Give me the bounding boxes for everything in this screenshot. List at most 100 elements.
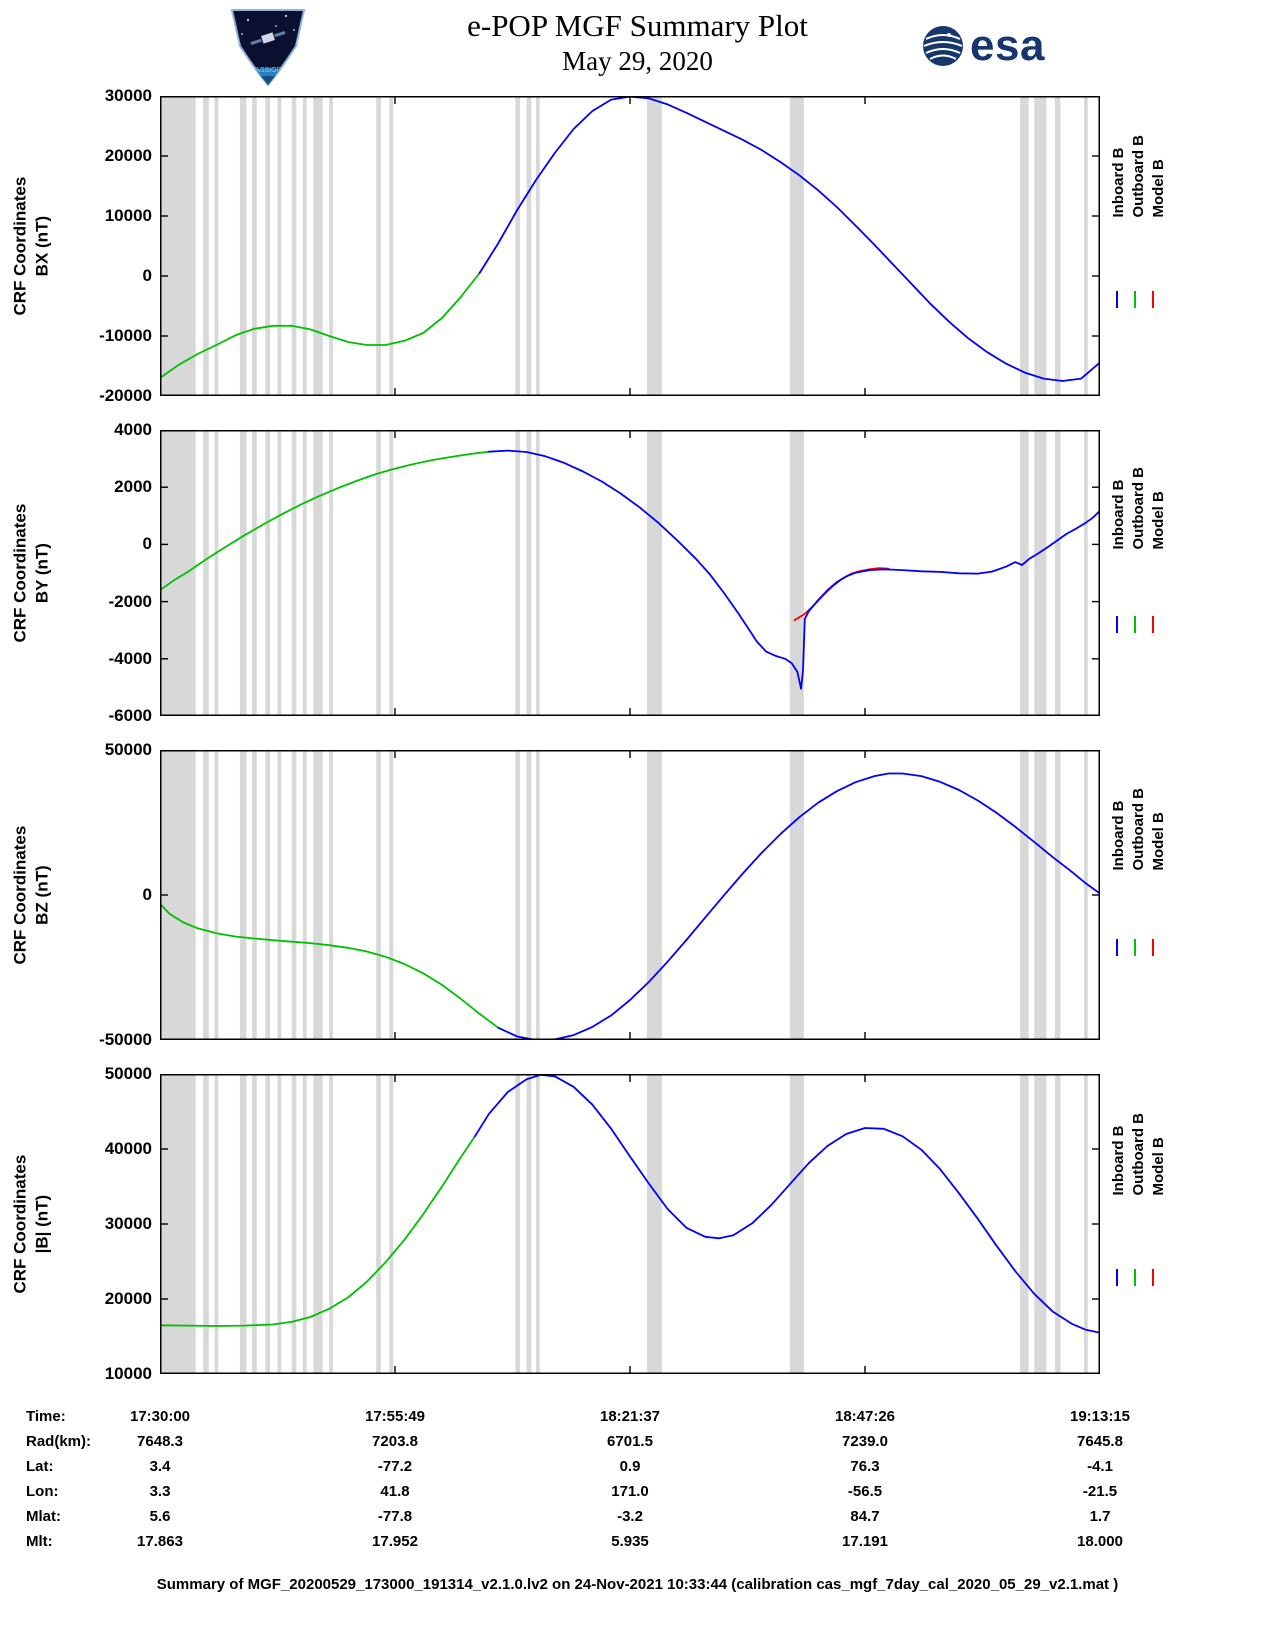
table-row-label: Lat: [26,1458,54,1475]
table-cell: 5.6 [149,1508,171,1525]
table-cell: 3.4 [149,1458,171,1475]
plot-area-bx [160,96,1100,396]
table-cell: 7239.0 [842,1433,888,1450]
legend-label-model-b: Model B [1150,491,1167,550]
table-cell: 76.3 [850,1458,880,1475]
ephemeris-table: Time: 17:30:00 17:55:49 18:21:37 18:47:26 19:… [0,1408,1275,1558]
table-row: Rad(km): 7648.3 7203.8 6701.5 7239.0 7645.8 [0,1433,1275,1458]
y-tick-label: 4000 [114,420,152,439]
y-tick-label: 0 [142,266,152,285]
table-cell: 17.863 [137,1533,183,1550]
legend-bmag: Inboard B Outboard B Model B [1106,1074,1271,1374]
table-cell: 0.9 [619,1458,641,1475]
y-tick-label: -50000 [99,1030,152,1049]
table-cell: 18:21:37 [599,1408,661,1425]
legend-label-inboard-b: Inboard B [1110,147,1127,218]
y-tick-label: 10000 [104,1364,152,1383]
page-title: e-POP MGF Summary Plot May 29, 2020 [0,8,1275,77]
chart-canvas-bmag [160,1074,1100,1374]
y-tick-label: 30000 [104,86,152,105]
y-tick-label: -6000 [108,706,152,725]
legend-line-samples [1116,938,1154,956]
legend-label-model-b: Model B [1150,159,1167,218]
y-tick-label: 50000 [104,740,152,759]
table-row: Mlt: 17.863 17.952 5.935 17.191 18.000 [0,1533,1275,1558]
table-cell: 3.3 [149,1483,171,1500]
series-line-outboard-b [160,272,481,379]
legend-line-sample-model-b [1152,291,1154,308]
legend-by: Inboard B Outboard B Model B [1106,430,1271,716]
table-row: Time: 17:30:00 17:55:49 18:21:37 18:47:26 19:… [0,1408,1275,1433]
plot-row-bx: CRF Coordinates BX (nT) Inboard B Outboa… [0,86,1275,405]
chart-canvas-bz [160,750,1100,1040]
y-tick-label: 0 [142,885,152,904]
table-cell: 6701.5 [607,1433,653,1450]
table-cell: 17.191 [842,1533,888,1550]
table-cell: 17:30:00 [129,1408,191,1425]
series-line-inboard-b [488,449,1100,690]
legend-line-samples [1116,615,1154,633]
legend-line-samples [1116,291,1154,308]
table-cell: -3.2 [617,1508,643,1525]
chart-canvas-by [160,430,1100,716]
legend-label-inboard-b: Inboard B [1110,479,1127,550]
esa-logo: esa [922,24,1045,68]
table-row-label: Mlt: [26,1533,53,1550]
table-row-label: Mlat: [26,1508,61,1525]
y-tick-label: 10000 [104,206,152,225]
y-tick-label: 50000 [104,1064,152,1083]
legend-label-outboard-b: Outboard B [1130,1113,1147,1196]
table-cell: 18:47:26 [834,1408,896,1425]
table-cell: 1.7 [1089,1508,1111,1525]
y-tick-label: -4000 [108,648,152,668]
legend-label-inboard-b: Inboard B [1110,1125,1127,1196]
y-tick-label: 2000 [114,477,152,497]
legend-line-sample-outboard-b [1134,291,1136,308]
table-cell: 17.952 [372,1533,418,1550]
legend-line-sample-model-b [1152,1269,1154,1286]
page-header: CASSIOPE e-POP MGF Summary Plot May 29, … [0,0,1275,96]
y-axis-title-bx: CRF Coordinates BX (nT) [4,96,58,396]
table-cell: 17:55:49 [364,1408,426,1425]
cassiope-mission-patch-icon: CASSIOPE [224,6,312,95]
series-line-outboard-b [160,1135,476,1327]
plot-area-bz [160,750,1100,1040]
table-cell: 19:13:15 [1069,1408,1131,1425]
legend-line-sample-model-b [1152,615,1154,633]
table-row-label: Lon: [26,1483,59,1500]
y-tick-label: 0 [142,534,152,554]
esa-emblem-icon [923,26,963,66]
legend-bz: Inboard B Outboard B Model B [1106,750,1271,1040]
legend-label-outboard-b: Outboard B [1130,135,1147,218]
table-cell: 171.0 [611,1483,649,1500]
legend-line-samples [1116,1269,1154,1286]
table-cell: 7645.8 [1077,1433,1123,1450]
series-line-inboard-b [497,772,1100,1040]
plot-row-bz: CRF Coordinates BZ (nT) Inboard B Outboa… [0,740,1275,1049]
y-tick-label: 20000 [104,1289,152,1308]
table-cell: 5.935 [611,1533,649,1550]
y-axis-title-line1: CRF Coordinates [9,825,29,965]
title-line2: May 29, 2020 [562,46,713,76]
table-row-label: Rad(km): [26,1433,92,1450]
legend-line-sample-inboard-b [1116,938,1118,956]
table-cell: 7648.3 [137,1433,183,1450]
plot-row-by: CRF Coordinates BY (nT) Inboard B Outboa… [0,420,1275,725]
table-cell: 18.000 [1077,1533,1123,1550]
plot-area-bmag [160,1074,1100,1374]
legend-label-outboard-b: Outboard B [1130,787,1147,871]
footer-summary-line: Summary of MGF_20200529_173000_191314_v2… [156,1576,1119,1593]
plot-row-bmag: CRF Coordinates |B| (nT) Inboard B Outbo… [0,1064,1275,1383]
table-cell: -4.1 [1087,1458,1113,1475]
legend-label-model-b: Model B [1150,811,1167,871]
table-cell: -56.5 [847,1483,883,1500]
legend-line-sample-inboard-b [1116,291,1118,308]
table-row-label: Time: [26,1408,66,1425]
legend-label-outboard-b: Outboard B [1130,467,1147,550]
table-row: Lat: 3.4 -77.2 0.9 76.3 -4.1 [0,1458,1275,1483]
series-line-outboard-b [160,450,490,592]
table-cell: -77.8 [377,1508,413,1525]
legend-bx: Inboard B Outboard B Model B [1106,96,1271,396]
legend-label-inboard-b: Inboard B [1110,800,1127,871]
y-axis-title-by: CRF Coordinates BY (nT) [4,430,58,716]
